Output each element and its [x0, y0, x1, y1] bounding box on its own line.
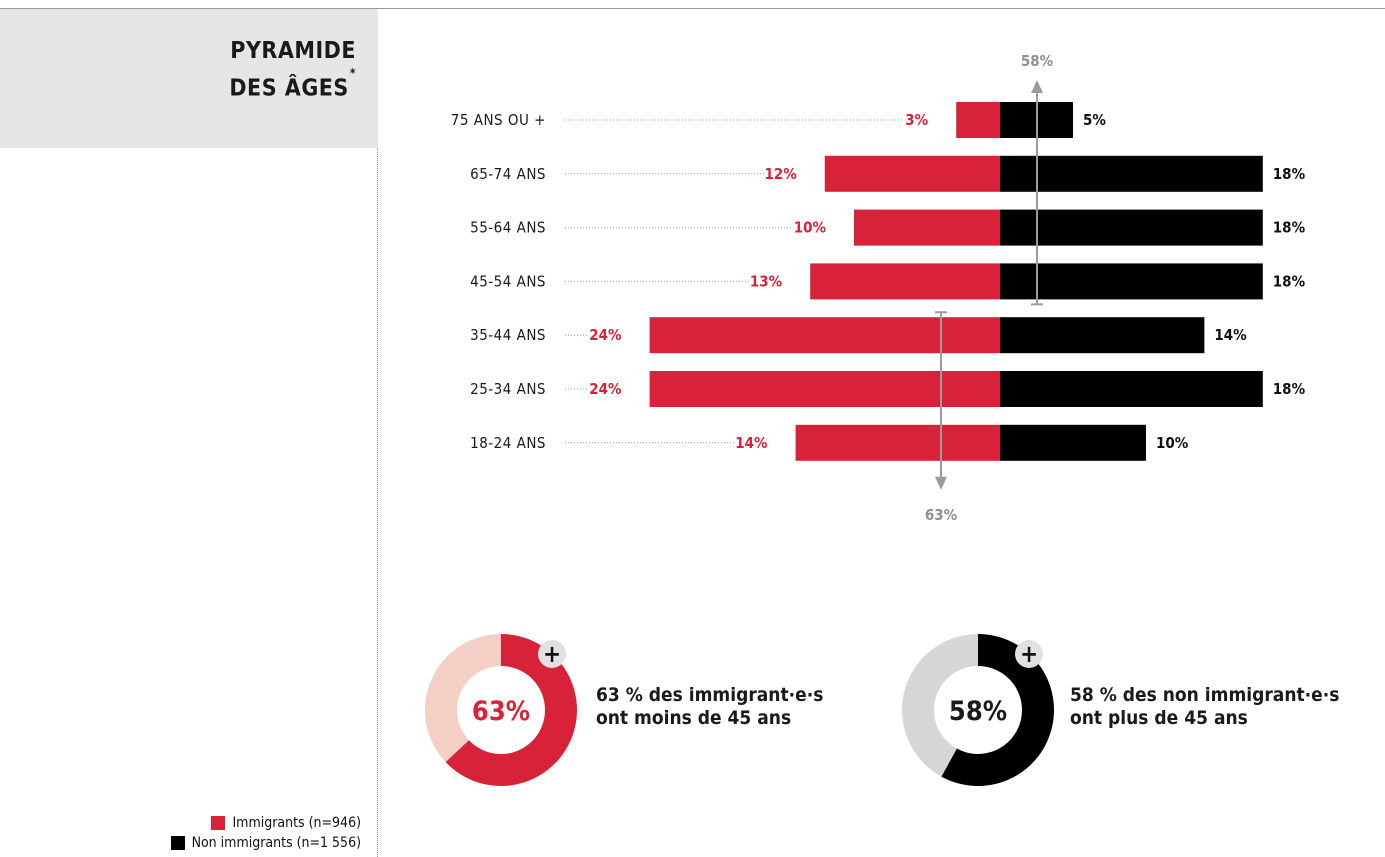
- category-label-18-24-ans: 18-24 ANS: [470, 434, 546, 452]
- title-footnote-marker: *: [349, 66, 356, 80]
- donut-non-immigrants-plus-badge: [1015, 640, 1043, 668]
- non-immigrants-value-label-18-24-ans: 10%: [1156, 434, 1189, 452]
- annotation-non-immigrants-over-45-label: 58%: [1021, 52, 1054, 70]
- side-panel: PYRAMIDE DES ÂGES* Immigrants (n=946) No…: [0, 9, 378, 857]
- category-label-65-74-ans: 65-74 ANS: [470, 165, 546, 183]
- category-label-35-44-ans: 35-44 ANS: [470, 326, 546, 344]
- legend-label-non-immigrants: Non immigrants (n=1 556): [191, 835, 361, 851]
- top-rule: [0, 8, 1385, 9]
- immigrants-value-label-65-74-ans: 12%: [764, 165, 797, 183]
- category-label-75-ans-ou: 75 ANS OU +: [451, 111, 546, 129]
- non-immigrants-value-label-65-74-ans: 18%: [1273, 165, 1306, 183]
- title-line-2: DES ÂGES*: [229, 66, 356, 102]
- non-immigrants-value-label-35-44-ans: 14%: [1214, 326, 1247, 344]
- immigrants-value-label-45-54-ans: 13%: [750, 272, 783, 290]
- non-immigrants-value-label-25-34-ans: 18%: [1273, 380, 1306, 398]
- donut-caption-non-immigrants-line2: ont plus de 45 ans: [1070, 707, 1248, 729]
- immigrants-bar-18-24-ans: [795, 424, 1000, 461]
- non-immigrants-bar-45-54-ans: [1000, 263, 1263, 300]
- title-line-1: PYRAMIDE: [230, 38, 356, 64]
- donut-caption-non-immigrants-line1: 58 % des non immigrant·e·s: [1070, 684, 1340, 706]
- donut-non-immigrants-value-segment: [941, 634, 1054, 786]
- legend-label-immigrants: Immigrants (n=946): [232, 815, 361, 831]
- immigrants-value-label-25-34-ans: 24%: [589, 380, 622, 398]
- non-immigrants-bar-55-64-ans: [1000, 209, 1263, 246]
- immigrants-value-label-75-ans-ou: 3%: [905, 111, 928, 129]
- legend: Immigrants (n=946) Non immigrants (n=1 5…: [170, 813, 361, 853]
- immigrants-bar-35-44-ans: [649, 317, 1000, 354]
- category-label-25-34-ans: 25-34 ANS: [470, 380, 546, 398]
- immigrants-bar-75-ans-ou: [956, 102, 1000, 138]
- immigrants-value-label-55-64-ans: 10%: [794, 219, 827, 237]
- donut-caption-immigrants: 63 % des immigrant·e·s ont moins de 45 a…: [596, 684, 823, 730]
- annotation-non-immigrants-over-45-head: [1031, 80, 1043, 93]
- legend-swatch-immigrants: [211, 816, 226, 830]
- category-label-55-64-ans: 55-64 ANS: [470, 219, 546, 237]
- donut-caption-immigrants-line1: 63 % des immigrant·e·s: [596, 684, 824, 706]
- donut-immigrants-value-segment: [445, 634, 577, 786]
- immigrants-value-label-35-44-ans: 24%: [589, 326, 622, 344]
- legend-item-immigrants: Immigrants (n=946): [171, 813, 361, 833]
- donut-non-immigrants-center-label: 58%: [949, 696, 1007, 727]
- immigrants-bar-45-54-ans: [810, 263, 1000, 300]
- non-immigrants-value-label-45-54-ans: 18%: [1273, 272, 1306, 290]
- plus-icon: +: [543, 640, 561, 668]
- category-label-45-54-ans: 45-54 ANS: [470, 272, 546, 290]
- non-immigrants-bar-25-34-ans: [1000, 371, 1263, 407]
- non-immigrants-value-label-75-ans-ou: 5%: [1083, 111, 1106, 129]
- annotation-immigrants-under-45-head: [935, 476, 947, 490]
- legend-item-non-immigrants: Non immigrants (n=1 556): [170, 833, 361, 853]
- immigrants-bar-25-34-ans: [649, 371, 1000, 407]
- non-immigrants-value-label-55-64-ans: 18%: [1273, 219, 1306, 237]
- non-immigrants-bar-65-74-ans: [1000, 155, 1263, 192]
- donut-caption-immigrants-line2: ont moins de 45 ans: [596, 707, 792, 729]
- legend-swatch-non-immigrants: [170, 836, 185, 850]
- immigrants-bar-55-64-ans: [854, 209, 1000, 246]
- annotation-immigrants-under-45-label: 63%: [925, 506, 958, 524]
- donut-immigrants-plus-badge: [538, 640, 566, 668]
- chart-title: PYRAMIDE DES ÂGES*: [229, 35, 356, 105]
- donut-immigrants-center-label: 63%: [472, 696, 530, 727]
- plus-icon: +: [1020, 640, 1038, 668]
- donut-immigrants-rest-segment: [424, 634, 501, 763]
- title-box: PYRAMIDE DES ÂGES*: [0, 9, 378, 148]
- immigrants-value-label-18-24-ans: 14%: [735, 434, 768, 452]
- donut-non-immigrants-rest-segment: [901, 634, 978, 777]
- non-immigrants-bar-18-24-ans: [1000, 424, 1146, 461]
- immigrants-bar-65-74-ans: [824, 155, 1000, 192]
- donut-caption-non-immigrants: 58 % des non immigrant·e·s ont plus de 4…: [1070, 684, 1339, 730]
- non-immigrants-bar-35-44-ans: [1000, 317, 1205, 354]
